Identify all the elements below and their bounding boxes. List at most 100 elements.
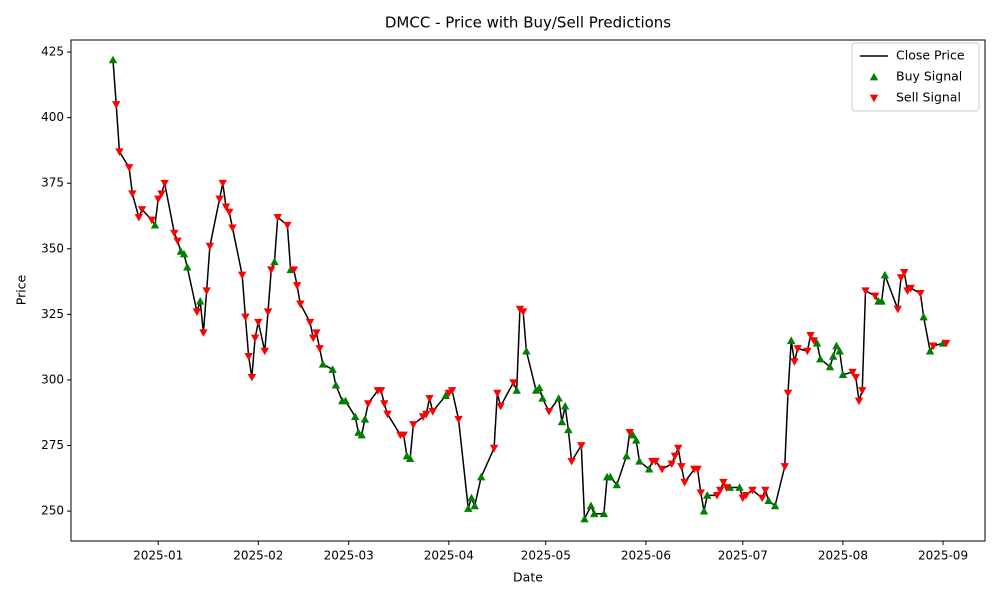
signal-marker <box>612 480 622 489</box>
signal-marker <box>606 472 615 481</box>
signal-marker <box>838 370 848 379</box>
signal-marker <box>296 300 305 309</box>
signal-marker <box>263 308 273 316</box>
signal-marker <box>467 493 476 502</box>
signal-marker <box>228 224 237 233</box>
signal-marker <box>422 410 431 419</box>
signal-marker <box>124 164 134 172</box>
signal-marker <box>489 444 499 453</box>
x-tick-label: 2025-03 <box>324 549 374 563</box>
signal-marker <box>631 436 641 444</box>
signal-marker <box>312 329 321 337</box>
signal-marker <box>851 373 861 382</box>
signal-marker <box>205 242 215 251</box>
signal-marker <box>741 491 751 500</box>
signal-marker <box>154 195 163 204</box>
signal-marker <box>770 501 780 510</box>
signal-marker <box>677 463 686 471</box>
signal-marker <box>722 484 731 492</box>
signal-marker <box>906 284 915 293</box>
signal-marker <box>925 346 935 355</box>
signal-marker <box>476 472 486 481</box>
signal-marker <box>283 221 292 230</box>
signal-marker <box>134 213 144 222</box>
signal-marker <box>651 457 660 466</box>
signal-marker <box>557 417 567 426</box>
chart-title: DMCC - Price with Buy/Sell Predictions <box>385 14 671 32</box>
x-tick-label: 2025-08 <box>818 549 868 563</box>
signal-marker <box>454 415 463 424</box>
signal-marker <box>680 478 689 487</box>
signal-marker <box>560 401 570 410</box>
signal-marker <box>260 347 269 356</box>
signal-marker <box>942 339 951 348</box>
signal-marker <box>137 206 147 214</box>
x-tick-label: 2025-07 <box>718 549 768 563</box>
signal-marker <box>244 352 253 361</box>
signal-marker <box>816 354 825 363</box>
signal-marker <box>667 460 676 469</box>
signal-marker <box>896 274 906 282</box>
signal-marker <box>160 179 169 188</box>
signal-marker <box>202 287 211 295</box>
signal-marker <box>916 290 925 298</box>
signal-marker <box>383 410 392 419</box>
signal-marker <box>289 266 299 274</box>
signal-marker <box>657 465 667 474</box>
signal-marker <box>699 506 709 515</box>
x-tick-label: 2025-09 <box>918 549 968 563</box>
signal-marker <box>599 509 609 518</box>
signal-marker <box>590 509 599 518</box>
signal-marker <box>670 452 680 461</box>
signal-marker <box>341 396 350 405</box>
signal-marker <box>218 179 227 188</box>
signal-marker <box>544 408 554 416</box>
signal-marker <box>108 55 118 64</box>
signal-marker <box>586 501 596 510</box>
signal-marker <box>470 501 479 510</box>
legend-label: Close Price <box>896 48 965 63</box>
price-line <box>112 59 947 520</box>
signal-marker <box>538 394 547 402</box>
signal-marker <box>380 400 389 408</box>
signal-marker <box>628 430 638 439</box>
signal-marker <box>880 270 890 279</box>
signal-marker <box>877 297 886 305</box>
signal-marker <box>173 237 182 246</box>
signal-marker <box>376 387 386 395</box>
signal-marker <box>522 346 531 355</box>
plot-area <box>108 55 951 523</box>
signal-marker <box>809 337 819 345</box>
signal-marker <box>447 387 457 395</box>
signal-marker <box>399 431 408 440</box>
signal-marker <box>150 220 160 229</box>
signal-marker <box>693 465 702 474</box>
signal-marker <box>195 297 205 305</box>
signal-marker <box>409 421 418 429</box>
signal-marker <box>128 190 137 198</box>
signal-marker <box>673 444 683 453</box>
signal-marker <box>858 387 867 395</box>
y-axis-label: Price <box>14 274 29 305</box>
signal-marker <box>832 341 841 350</box>
signal-marker <box>237 271 247 280</box>
signal-marker <box>247 373 257 382</box>
signal-marker <box>635 457 644 465</box>
x-tick-label: 2025-04 <box>424 549 474 563</box>
signal-marker <box>357 430 366 439</box>
signal-marker <box>183 262 192 271</box>
signal-marker <box>270 257 279 266</box>
signal-marker <box>250 334 260 343</box>
signal-marker <box>305 318 315 327</box>
signal-marker <box>496 402 505 411</box>
signal-marker <box>625 429 634 437</box>
signal-marker <box>793 345 802 353</box>
signal-marker <box>267 266 276 274</box>
signal-marker <box>735 483 744 491</box>
signal-marker <box>580 514 589 523</box>
signal-marker <box>861 287 870 295</box>
signal-marker <box>428 408 437 416</box>
signal-marker <box>493 389 502 398</box>
y-tick-label: 325 <box>41 307 64 321</box>
